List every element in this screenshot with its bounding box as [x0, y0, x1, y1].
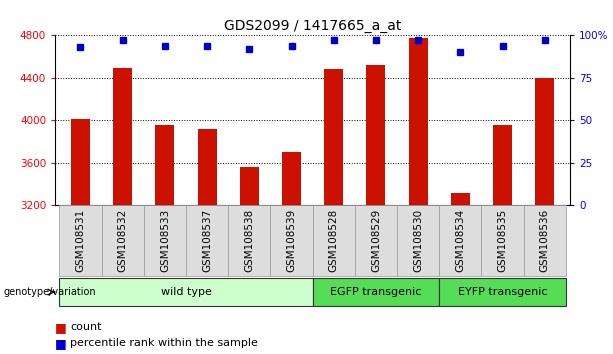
Bar	[313, 278, 440, 306]
Text: GSM108534: GSM108534	[455, 209, 465, 272]
Bar	[324, 69, 343, 205]
Text: GSM108535: GSM108535	[498, 209, 508, 272]
Bar	[535, 78, 554, 205]
Bar	[524, 205, 566, 276]
Bar	[59, 278, 313, 306]
Bar	[240, 167, 259, 205]
Text: ■: ■	[55, 337, 67, 350]
Bar	[440, 205, 481, 276]
Bar	[409, 38, 428, 205]
Bar	[355, 205, 397, 276]
Bar	[270, 205, 313, 276]
Bar	[59, 205, 102, 276]
Text: GSM108536: GSM108536	[540, 209, 550, 272]
Text: percentile rank within the sample: percentile rank within the sample	[70, 338, 258, 348]
Text: GSM108529: GSM108529	[371, 209, 381, 272]
Bar	[481, 205, 524, 276]
Text: EGFP transgenic: EGFP transgenic	[330, 287, 422, 297]
Bar	[102, 205, 144, 276]
Text: GSM108539: GSM108539	[286, 209, 297, 272]
Bar	[397, 205, 440, 276]
Bar	[197, 129, 216, 205]
Bar	[113, 68, 132, 205]
Text: GSM108530: GSM108530	[413, 209, 423, 272]
Bar	[144, 205, 186, 276]
Bar	[493, 125, 512, 205]
Bar	[367, 65, 386, 205]
Bar	[440, 278, 566, 306]
Bar	[156, 125, 175, 205]
Text: genotype/variation: genotype/variation	[3, 287, 96, 297]
Text: GSM108531: GSM108531	[75, 209, 85, 272]
Text: GSM108528: GSM108528	[329, 209, 339, 272]
Bar	[71, 119, 90, 205]
Text: wild type: wild type	[161, 287, 211, 297]
Text: EYFP transgenic: EYFP transgenic	[458, 287, 547, 297]
Text: count: count	[70, 322, 102, 332]
Bar	[228, 205, 270, 276]
Text: GSM108533: GSM108533	[160, 209, 170, 272]
Bar	[451, 193, 470, 205]
Text: ■: ■	[55, 321, 67, 334]
Bar	[186, 205, 228, 276]
Text: GSM108537: GSM108537	[202, 209, 212, 272]
Text: GSM108538: GSM108538	[245, 209, 254, 272]
Bar	[282, 152, 301, 205]
Bar	[313, 205, 355, 276]
Text: GSM108532: GSM108532	[118, 209, 128, 272]
Title: GDS2099 / 1417665_a_at: GDS2099 / 1417665_a_at	[224, 19, 402, 33]
